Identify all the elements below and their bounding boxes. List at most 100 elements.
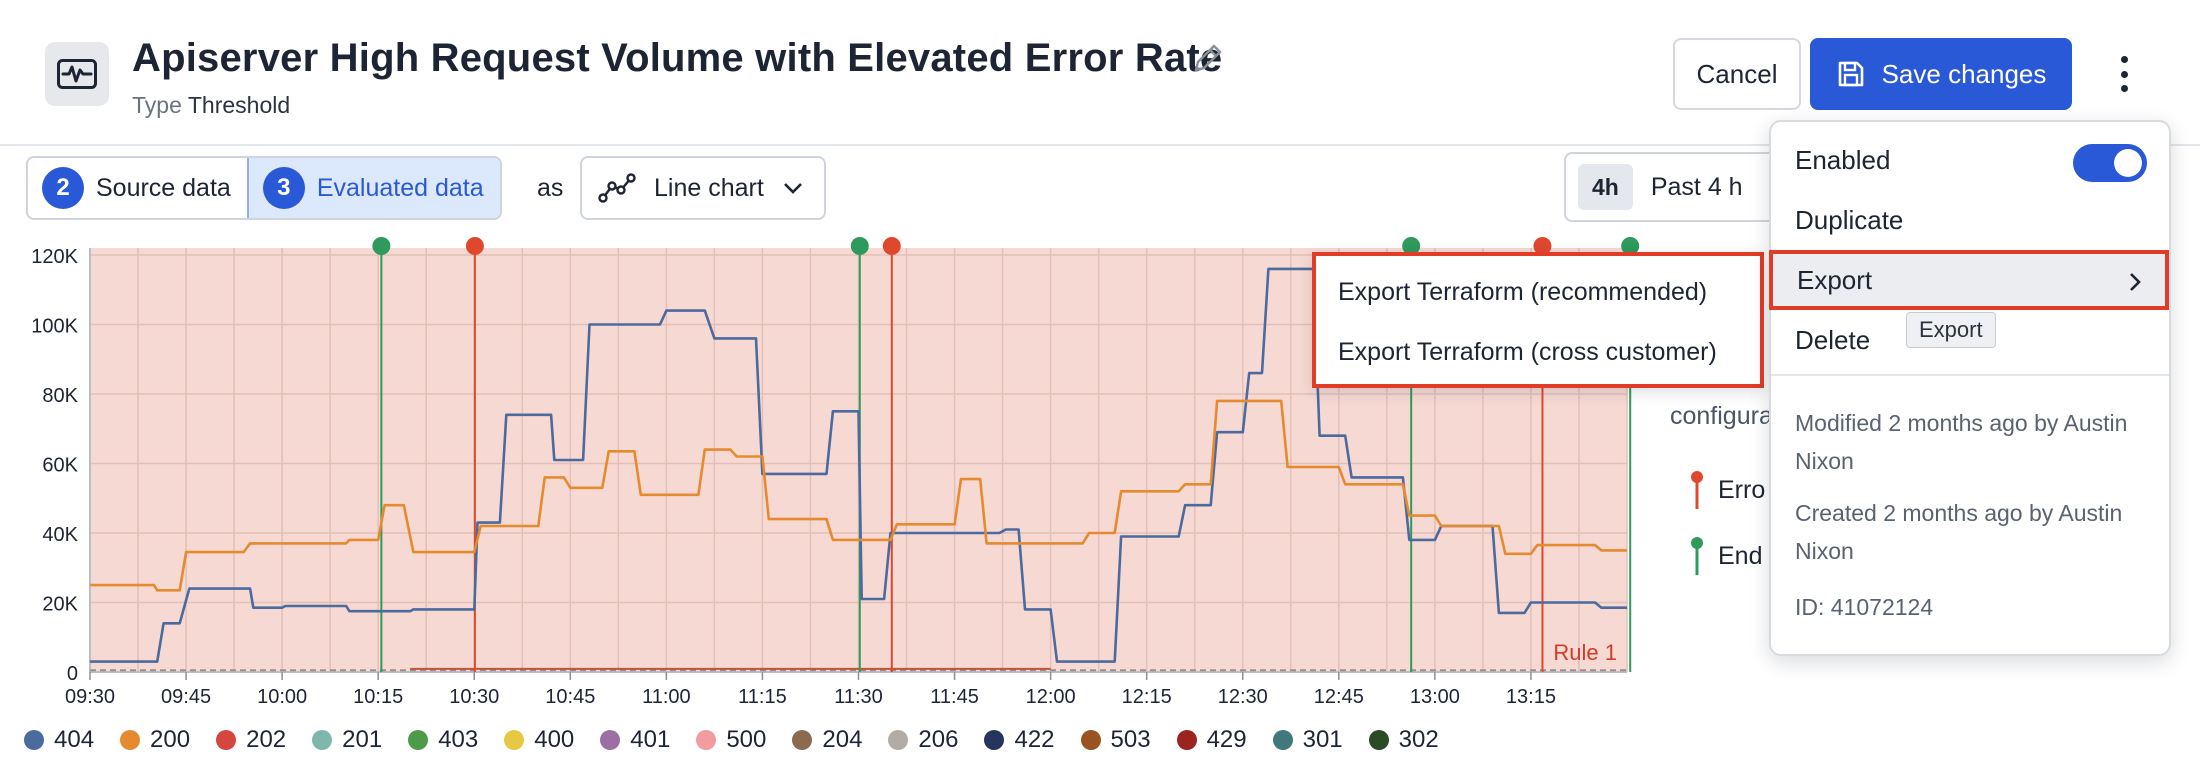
monitor-type: Type Threshold (132, 92, 290, 119)
export-label: Export (1797, 264, 1873, 295)
monitor-id: ID: 41072124 (1795, 594, 1934, 620)
legend-swatch (216, 730, 237, 750)
export-menu-item[interactable]: Export (1769, 250, 2169, 310)
x-tick-label: 10:45 (545, 686, 595, 708)
legend-label: 202 (246, 726, 287, 753)
legend-item[interactable]: 204 (792, 726, 862, 754)
x-tick-label: 12:00 (1026, 686, 1076, 708)
legend-swatch (1176, 730, 1197, 750)
legend-item[interactable]: 429 (1176, 726, 1247, 754)
x-tick-label: 09:45 (161, 686, 211, 708)
x-tick-label: 12:30 (1218, 686, 1268, 708)
legend-item[interactable]: 400 (504, 726, 574, 754)
legend-item[interactable]: 301 (1272, 726, 1343, 754)
legend-swatch (24, 730, 44, 750)
visualization-select[interactable]: Line chart (580, 156, 826, 220)
cancel-button[interactable]: Cancel (1673, 38, 1801, 110)
enabled-menu-item[interactable]: Enabled (1771, 130, 2169, 190)
y-tick-label: 60K (42, 454, 78, 476)
more-options-icon[interactable] (2106, 50, 2142, 98)
legend-label: 401 (630, 726, 671, 753)
evaluated-data-label: Evaluated data (316, 173, 484, 202)
legend-swatch (792, 730, 813, 750)
time-range-label: Past 4 h (1650, 172, 1743, 201)
pencil-icon[interactable] (1190, 40, 1226, 76)
legend-item[interactable]: 202 (216, 726, 286, 754)
legend-swatch (120, 730, 141, 750)
end-marker-label: End (1718, 541, 1763, 570)
type-key: Type (132, 92, 182, 118)
legend-label: 204 (822, 726, 863, 753)
x-tick-label: 10:00 (257, 686, 307, 708)
chevron-right-icon (2130, 273, 2141, 291)
legend-label: 200 (150, 726, 191, 753)
page-header: Apiserver High Request Volume with Eleva… (0, 0, 2200, 146)
end-marker-dot (1621, 237, 1640, 255)
evaluation-line-chart: 0 20K 40K 60K 80K 100K 120K 09:30 09:45 10:00 10:1… (31, 237, 1640, 708)
evaluated-data-tab[interactable]: 3 Evaluated data (246, 158, 500, 218)
x-tick-label: 12:45 (1314, 686, 1364, 708)
x-tick-label: 13:15 (1506, 686, 1556, 708)
legend-swatch (984, 730, 1005, 750)
x-tick-label: 11:00 (642, 686, 691, 708)
error-marker-dot (882, 237, 901, 255)
legend-item[interactable]: 422 (984, 726, 1055, 754)
x-tick-label: 09:30 (65, 686, 115, 708)
legend-item[interactable]: 401 (600, 726, 670, 754)
legend-item[interactable]: 404 (24, 726, 94, 754)
config-text: configura (1670, 402, 1773, 430)
more-options-menu: Enabled Duplicate Export Delete Modified… (1769, 120, 2171, 656)
legend-item[interactable]: 206 (888, 726, 958, 754)
legend-swatch (1368, 730, 1389, 750)
legend-swatch (1272, 730, 1293, 750)
legend-label: 503 (1110, 726, 1151, 753)
legend-item[interactable]: 503 (1080, 726, 1151, 754)
export-terraform-recommended[interactable]: Export Terraform (recommended) (1338, 278, 1708, 306)
x-tick-label: 10:15 (353, 686, 403, 708)
x-tick-label: 12:15 (1122, 686, 1172, 708)
source-step-badge: 2 (42, 167, 84, 209)
error-marker-legend: Erro (1690, 470, 1765, 510)
enabled-toggle[interactable] (2073, 144, 2147, 182)
source-data-tab[interactable]: 2 Source data (28, 158, 247, 218)
legend-swatch (600, 730, 621, 750)
threshold-label: Rule 1 (1553, 640, 1617, 665)
legend-label: 404 (54, 726, 95, 753)
y-tick-label: 20K (42, 593, 78, 615)
legend-label: 302 (1398, 726, 1439, 753)
error-pin-icon (1691, 471, 1703, 509)
legend-item[interactable]: 200 (120, 726, 190, 754)
end-pin-icon (1691, 537, 1703, 575)
legend-item[interactable]: 201 (312, 726, 382, 754)
legend-swatch (1080, 730, 1101, 750)
save-changes-button[interactable]: Save changes (1810, 38, 2072, 110)
legend-swatch (504, 730, 525, 750)
type-value: Threshold (187, 92, 291, 118)
end-marker-legend: End (1690, 536, 1762, 576)
chevron-down-icon (783, 183, 802, 194)
x-tick-label: 13:00 (1410, 686, 1460, 708)
duplicate-menu-item[interactable]: Duplicate (1795, 204, 1904, 235)
legend-swatch (408, 730, 429, 750)
legend-item[interactable]: 302 (1368, 726, 1439, 754)
y-tick-label: 100K (31, 315, 78, 337)
evaluated-step-badge: 3 (262, 167, 305, 209)
y-tick-label: 120K (31, 246, 78, 268)
enabled-label: Enabled (1795, 144, 1891, 175)
end-marker-dot (1402, 237, 1421, 255)
export-terraform-cross-customer[interactable]: Export Terraform (cross customer) (1338, 338, 1717, 366)
menu-divider (1771, 374, 2169, 376)
legend-label: 500 (726, 726, 767, 753)
legend-label: 422 (1014, 726, 1055, 753)
legend-item[interactable]: 403 (408, 726, 478, 754)
legend-label: 301 (1302, 726, 1343, 753)
legend-item[interactable]: 500 (696, 726, 766, 754)
legend-label: 201 (342, 726, 383, 753)
modified-info: Modified 2 months ago by Austin Nixon (1795, 410, 2128, 474)
delete-menu-item[interactable]: Delete (1795, 324, 1871, 355)
line-chart-icon (598, 173, 636, 203)
save-label: Save changes (1881, 58, 2047, 89)
series-line-404 (90, 267, 1627, 663)
x-tick-label: 11:15 (738, 686, 787, 708)
y-tick-label: 40K (42, 524, 78, 546)
